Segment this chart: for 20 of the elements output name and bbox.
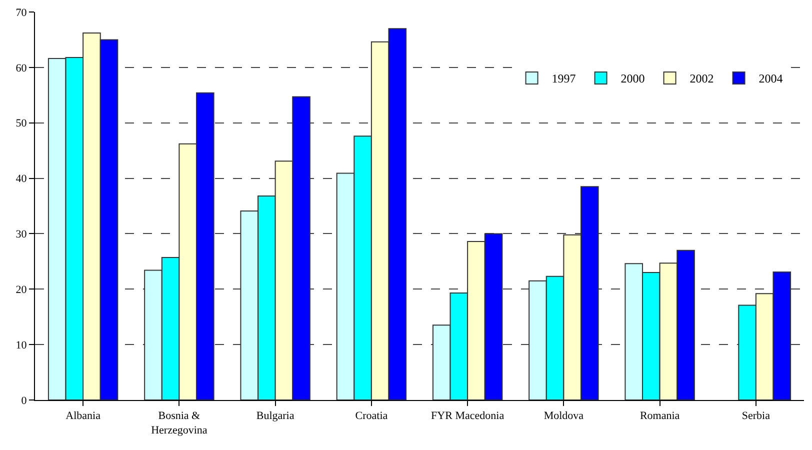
legend-label: 2002	[690, 72, 714, 86]
y-tick-label: 50	[16, 118, 28, 130]
x-tick-label: Bosnia & Herzegovina	[151, 410, 208, 436]
y-tick-label: 60	[16, 62, 28, 74]
x-tick-label: Albania	[66, 410, 101, 422]
x-tick-label: Romania	[640, 410, 680, 422]
legend-label: 1997	[552, 72, 576, 86]
x-tick-label: FYR Macedonia	[431, 410, 504, 422]
y-tick-label: 10	[16, 339, 28, 352]
y-tick-label: 70	[16, 6, 28, 19]
x-tick-label: Croatia	[355, 410, 388, 422]
x-tick-label: Serbia	[742, 410, 770, 422]
y-tick-label: 40	[16, 173, 28, 186]
x-tick-label: Bulgaria	[256, 410, 294, 422]
y-tick-label: 20	[16, 284, 28, 296]
x-tick-label: Moldova	[544, 410, 584, 422]
y-tick-label: 30	[16, 228, 28, 241]
legend-label: 2000	[620, 72, 645, 86]
legend-label: 2004	[758, 72, 783, 86]
y-tick-label: 0	[21, 394, 28, 407]
